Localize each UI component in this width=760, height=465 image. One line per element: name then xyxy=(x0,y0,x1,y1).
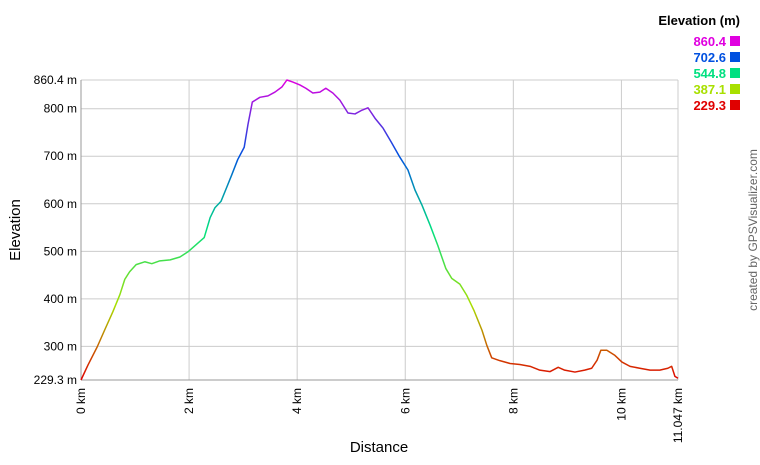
x-tick-label: 8 km xyxy=(506,388,520,414)
y-tick-label: 500 m xyxy=(44,244,77,258)
x-tick-label: 4 km xyxy=(290,388,304,414)
legend-label: 702.6 xyxy=(693,50,726,65)
x-tick-label: 0 km xyxy=(74,388,88,414)
legend-swatch xyxy=(730,52,740,62)
legend-swatch xyxy=(730,68,740,78)
y-tick-label: 800 m xyxy=(44,102,77,116)
y-tick-label: 300 m xyxy=(44,339,77,353)
legend-swatch xyxy=(730,100,740,110)
credit: created by GPSVisualizer.com xyxy=(746,149,760,311)
legend-swatch xyxy=(730,36,740,46)
x-tick-label: 2 km xyxy=(182,388,196,414)
y-tick-label: 229.3 m xyxy=(34,373,77,387)
legend-title: Elevation (m) xyxy=(658,13,740,28)
y-tick-label: 600 m xyxy=(44,197,77,211)
legend-label: 544.8 xyxy=(693,66,726,81)
elevation-line xyxy=(80,79,679,381)
legend-label: 229.3 xyxy=(693,98,726,113)
legend-label: 860.4 xyxy=(693,34,726,49)
legend-label: 387.1 xyxy=(693,82,726,97)
x-axis-title: Distance xyxy=(350,439,408,456)
y-tick-label: 700 m xyxy=(44,149,77,163)
legend-swatch xyxy=(730,84,740,94)
x-tick-label: 10 km xyxy=(614,388,628,421)
y-tick-label: 400 m xyxy=(44,292,77,306)
x-tick-label: 6 km xyxy=(398,388,412,414)
y-axis-title: Elevation xyxy=(7,199,24,261)
y-tick-label: 860.4 m xyxy=(34,73,77,87)
x-tick-label: 11.047 km xyxy=(671,388,685,443)
